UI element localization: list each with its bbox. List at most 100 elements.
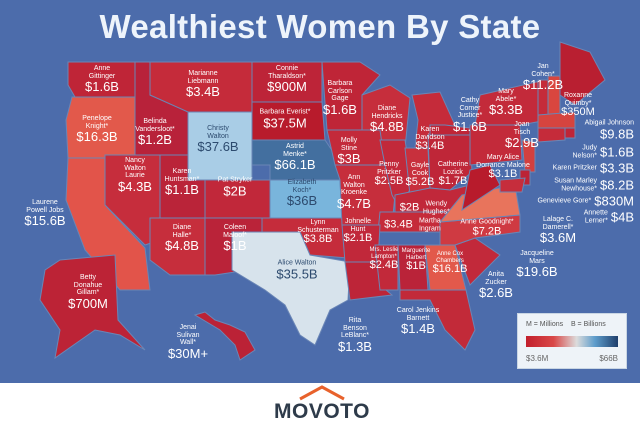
- state-label: Susan Marley Newhouse* $8.2B: [553, 177, 634, 192]
- state-label: Lalage C. Damerell* $3.6M: [538, 216, 578, 244]
- state-shape: [474, 79, 549, 126]
- person-name: Marianne Liebmann: [187, 69, 219, 85]
- person-name: Anne Gittinger: [88, 64, 116, 80]
- net-worth: $700M: [68, 296, 108, 312]
- state-label: Marguerite Harbert $1B: [400, 248, 432, 272]
- person-name: Coleen Maloof*: [223, 223, 247, 239]
- page-title: Wealthiest Women By State: [99, 8, 541, 45]
- state-label: Anne Cox Chambers $16.1B: [433, 251, 468, 275]
- net-worth: $1.4B: [401, 321, 435, 337]
- person-name: Judy Nelson*: [572, 144, 598, 159]
- net-worth: $2.1B: [343, 232, 373, 245]
- state-label: Genevieve Gore* $830M: [531, 195, 634, 208]
- state-label: Jan Cohen* $11.2B: [523, 63, 563, 91]
- state-label: Nancy Walton Laurie $4.3B: [118, 157, 152, 193]
- movoto-logo[interactable]: MOVOTO: [267, 383, 377, 427]
- person-name: Annette Lerner*: [583, 209, 608, 224]
- person-name: Penny Pritzker: [377, 160, 401, 176]
- person-name: Anne Goodnight*: [460, 218, 514, 226]
- legend-billions: B = Billions: [570, 321, 606, 328]
- net-worth: $350M: [561, 106, 595, 119]
- state-shape: [399, 289, 476, 351]
- net-worth: $3.4B: [415, 140, 445, 153]
- state-label: Martha Ingram $3.4B: [384, 217, 444, 232]
- net-worth: $1.1B: [165, 182, 199, 198]
- net-worth: $15.6B: [24, 213, 66, 229]
- state-shape: [521, 139, 536, 173]
- map-background: Wealthiest Women By State Anne Gittinger…: [0, 0, 640, 383]
- state-label: Penelope Knight* $16.3B: [76, 115, 117, 143]
- net-worth: $4.8B: [165, 238, 199, 254]
- person-name: Astrid Menke*: [283, 142, 307, 158]
- net-worth: $7.2B: [472, 225, 502, 238]
- net-worth: $37.6B: [197, 139, 239, 155]
- footer: MOVOTO: [0, 383, 640, 427]
- state-label: Carol Jenkins Barnett $1.4B: [393, 307, 443, 335]
- net-worth: $16.3B: [76, 129, 118, 145]
- state-label: Ann Walton Kroenke $4.7B: [337, 174, 371, 210]
- net-worth: $5.2B: [405, 176, 435, 189]
- person-name: Johnelle Hunt: [344, 217, 372, 233]
- person-name: Martha Ingram: [418, 217, 441, 232]
- net-worth: $9.8B: [600, 126, 634, 142]
- net-worth: $19.6B: [516, 264, 558, 280]
- state-label: Catherine Lozick $1.7B: [435, 161, 471, 187]
- person-name: Jenai Sulivan Wall*: [176, 323, 200, 347]
- state-shape: [39, 254, 146, 360]
- person-name: Alice Walton: [277, 259, 317, 267]
- person-name: Karen Davidson: [415, 125, 445, 141]
- person-name: Barbara Carlson Gage: [327, 79, 353, 103]
- state-label: Connie Tharaldson* $900M: [265, 65, 310, 93]
- person-name: Genevieve Gore*: [537, 197, 592, 205]
- person-name: Roxanne Quimby*: [563, 91, 593, 107]
- state-label: Astrid Menke* $66.1B: [274, 143, 315, 171]
- legend-units: M = Millions B = Billions: [526, 321, 606, 328]
- net-worth: $4.3B: [118, 179, 152, 195]
- person-name: Rita Benson LeBlanc*: [340, 316, 370, 340]
- person-name: Lynn Schusterman: [297, 218, 339, 234]
- net-worth: $3.8B: [303, 233, 333, 246]
- net-worth: $2B: [399, 201, 420, 214]
- person-name: Elizabeth Koch*: [287, 178, 317, 194]
- state-label: Diane Halle* $4.8B: [165, 224, 200, 252]
- person-name: Belinda Vandersloot*: [135, 117, 175, 133]
- person-name: Lalage C. Damerell*: [542, 215, 574, 231]
- person-name: Diane Halle*: [172, 223, 192, 239]
- net-worth: $1.2B: [138, 132, 172, 148]
- person-name: Nancy Walton Laurie: [124, 156, 146, 180]
- person-name: Anne Cox Chambers: [436, 250, 464, 264]
- person-name: Carol Jenkins Barnett: [396, 306, 440, 322]
- net-worth: $4B: [610, 209, 634, 225]
- state-label: Belinda Vandersloot* $1.2B: [133, 118, 177, 146]
- state-label: Pat Stryker $2B: [218, 177, 253, 198]
- state-label: Judy Nelson* $1.6B: [571, 144, 635, 159]
- state-shape: [374, 244, 399, 291]
- person-name: Mary Alice Dorrance Malone: [476, 153, 530, 169]
- state-label: Marianne Liebmann $3.4B: [181, 70, 226, 98]
- legend-max: $66B: [599, 354, 618, 363]
- state-label: Karen Davidson $3.4B: [413, 126, 447, 152]
- person-name: Laurene Powell Jobs: [26, 198, 64, 214]
- state-label: Anita Zucker $2.6B: [479, 271, 514, 299]
- state-label: Jacqueline Mars $19.6B: [515, 250, 560, 278]
- net-worth: $3.6M: [539, 230, 577, 246]
- legend-min: $3.6M: [526, 354, 549, 363]
- net-worth: $3.4B: [186, 84, 220, 100]
- house-roof-icon: [299, 385, 345, 401]
- net-worth: $1.6B: [323, 102, 357, 118]
- state-label: Lynn Schusterman $3.8B: [296, 219, 340, 245]
- net-worth: $66.1B: [274, 157, 316, 173]
- net-worth: $16.1B: [432, 263, 468, 276]
- person-name: Mrs. Leslie Lampton*: [369, 246, 399, 260]
- person-name: Gayle Cook: [410, 161, 430, 177]
- state-label: Anne Gittinger $1.6B: [82, 65, 122, 93]
- net-worth: $3.1B: [488, 168, 518, 181]
- net-worth: $3.4B: [384, 218, 413, 231]
- net-worth: $3B: [337, 151, 361, 167]
- state-label: Abigail Johnson $9.8B: [574, 120, 634, 141]
- person-name: Marguerite Harbert: [401, 247, 431, 261]
- net-worth: $1.3B: [338, 339, 372, 355]
- net-worth: $2.4B: [369, 259, 399, 272]
- state-label: Roxanne Quimby* $350M: [561, 92, 595, 118]
- state-label: Diane Hendricks $4.8B: [367, 105, 407, 133]
